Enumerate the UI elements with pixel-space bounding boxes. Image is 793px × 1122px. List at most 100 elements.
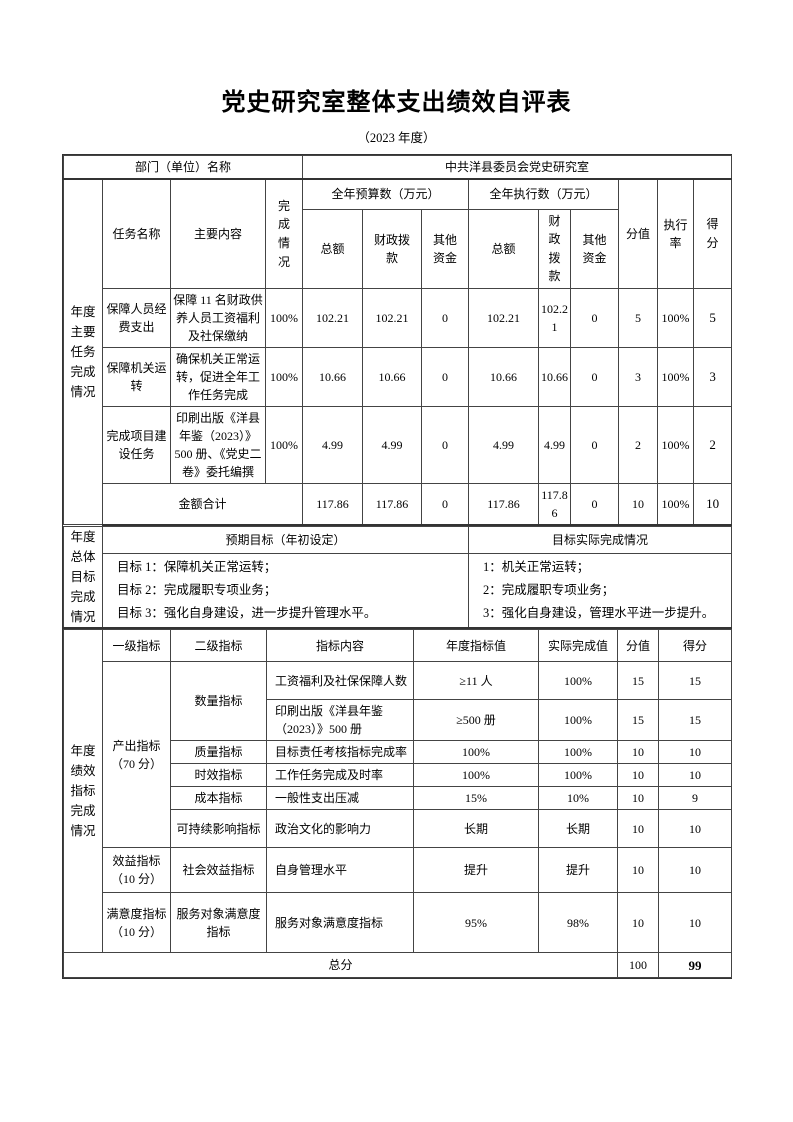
cell-sub-quality-indicator: 质量指标 (170, 740, 267, 765)
cell-points: 10 (617, 847, 659, 894)
cell-budget-other: 0 (421, 346, 470, 407)
indicators-table: 年度绩效指标完成情况 一级指标 二级指标 指标内容 年度指标值 实际完成值 分值… (63, 629, 732, 979)
cell-total-score-label: 总分 (63, 952, 618, 979)
col-header-level2-indicator: 二级指标 (170, 629, 267, 663)
cell-budget-total: 10.66 (302, 346, 364, 407)
cell-completion-status: 100% (264, 405, 304, 484)
cell-exec-rate: 100% (657, 405, 695, 484)
cell-score: 10 (658, 809, 732, 849)
page-title: 党史研究室整体支出绩效自评表 (221, 88, 572, 116)
cell-budget-other: 0 (421, 405, 470, 484)
cell-indicator-content: 政治文化的影响力 (266, 809, 414, 849)
col-header-expected-goals: 预期目标（年初设定） (102, 525, 469, 554)
cell-score: 15 (658, 661, 732, 701)
cell-annual-target: 15% (413, 786, 539, 811)
cell-annual-target: 长期 (413, 809, 539, 849)
indicator-row: 可持续影响指标 政治文化的影响力 长期 长期 10 10 (64, 809, 732, 849)
goals-table: 年度总体目标完成情况 预期目标（年初设定） 目标实际完成情况 目标 1：保障机关… (63, 525, 732, 630)
dept-name-label: 部门（单位）名称 (62, 155, 304, 180)
col-header-budget-total: 总额 (302, 208, 364, 289)
section-label-performance-indicators: 年度绩效指标完成情况 (63, 629, 103, 954)
task-row: 保障机关运转 确保机关正常运转，促进全年工作任务完成 100% 10.66 10… (64, 346, 733, 407)
cell-budget-total: 102.21 (302, 287, 364, 348)
cell-annual-target: 提升 (413, 847, 539, 894)
col-header-points: 分值 (618, 178, 659, 289)
cell-budget-total: 117.86 (302, 482, 364, 526)
cell-main-content: 保障 11 名财政供养人员工资福利及社保缴纳 (170, 287, 266, 348)
cell-actual-value: 提升 (538, 847, 618, 894)
tasks-table: 部门（单位）名称 中共洋县委员会党史研究室 年度主要任务完成情况 任务名称 主要… (62, 155, 733, 526)
col-group-annual-execution: 全年执行数（万元） (468, 178, 620, 210)
cell-annual-target: 100% (413, 763, 539, 788)
cell-exec-total: 102.21 (468, 287, 540, 348)
col-header-budget-other: 其他资金 (421, 208, 470, 289)
col-header-budget-fiscal: 财政拨款 (362, 208, 423, 289)
cell-score: 5 (693, 287, 733, 348)
cell-points: 3 (618, 346, 659, 407)
cell-budget-total: 4.99 (302, 405, 364, 484)
cell-indicator-content: 一般性支出压减 (266, 786, 414, 811)
col-header-level1-indicator: 一级指标 (102, 629, 171, 663)
cell-points: 5 (618, 287, 659, 348)
cell-indicator-content: 自身管理水平 (266, 847, 414, 894)
indicator-row: 成本指标 一般性支出压减 15% 10% 10 9 (64, 786, 732, 811)
cell-actual-value: 10% (538, 786, 618, 811)
cell-budget-fiscal: 4.99 (362, 405, 423, 484)
indicator-row: 印刷出版《洋县年鉴（2023）》500 册 ≥500 册 100% 15 15 (64, 699, 732, 742)
cell-actual-value: 长期 (538, 809, 618, 849)
cell-budget-other: 0 (421, 482, 470, 526)
cell-total-points: 100 (617, 952, 659, 979)
col-header-indicator-content: 指标内容 (266, 629, 414, 663)
col-header-actual-completion: 目标实际完成情况 (468, 525, 732, 554)
cell-task-name: 保障人员经费支出 (102, 287, 171, 348)
cell-points: 10 (617, 763, 659, 788)
cell-score: 3 (693, 346, 733, 407)
col-header-exec-total: 总额 (468, 208, 540, 289)
page-year-subtitle: （2023 年度） (357, 131, 436, 145)
cell-task-name: 完成项目建设任务 (102, 405, 171, 484)
cell-points: 2 (618, 405, 659, 484)
cell-indicator-content: 工作任务完成及时率 (266, 763, 414, 788)
cell-exec-other: 0 (570, 405, 620, 484)
cell-annual-target: ≥11 人 (413, 661, 539, 701)
cell-exec-rate: 100% (657, 346, 695, 407)
cell-budget-other: 0 (421, 287, 470, 348)
cell-score: 10 (658, 740, 732, 765)
cell-exec-total: 4.99 (468, 405, 540, 484)
cell-completion-status: 100% (264, 287, 304, 348)
cell-annual-target: ≥500 册 (413, 699, 539, 742)
cell-task-name: 保障机关运转 (102, 346, 171, 407)
col-header-task-name: 任务名称 (102, 178, 171, 289)
cell-total-score: 99 (658, 952, 732, 979)
cell-expected-goals: 目标 1：保障机关正常运转； 目标 2：完成履职专项业务； 目标 3：强化自身建… (102, 552, 469, 630)
cell-indicator-content: 印刷出版《洋县年鉴（2023）》500 册 (266, 699, 414, 742)
cell-points: 10 (617, 740, 659, 765)
cell-points: 15 (617, 661, 659, 701)
cell-budget-fiscal: 102.21 (362, 287, 423, 348)
cell-completion-status: 100% (264, 346, 304, 407)
self-evaluation-table: 部门（单位）名称 中共洋县委员会党史研究室 年度主要任务完成情况 任务名称 主要… (62, 154, 733, 980)
cell-score: 10 (693, 482, 733, 526)
col-header-completion-status: 完成情况 (264, 178, 304, 289)
cell-score: 9 (658, 786, 732, 811)
cell-sub-satisfaction-indicator: 服务对象满意度指标 (170, 892, 267, 954)
cell-amount-total-label: 金额合计 (101, 482, 304, 526)
cell-sub-social-benefit-indicator: 社会效益指标 (170, 847, 267, 894)
cell-actual-value: 98% (538, 892, 618, 954)
col-header-execution-rate: 执行率 (657, 178, 695, 289)
col-header-exec-other: 其他资金 (570, 208, 620, 289)
cell-exec-other: 0 (570, 346, 620, 407)
cell-sub-quantity-indicator: 数量指标 (170, 661, 267, 742)
cell-exec-fiscal: 4.99 (538, 405, 572, 484)
cell-points: 10 (618, 482, 659, 526)
cell-actual-completion: 1：机关正常运转； 2：完成履职专项业务； 3：强化自身建设，管理水平进一步提升… (468, 552, 732, 630)
col-header-score: 得分 (658, 629, 732, 663)
task-row: 完成项目建设任务 印刷出版《洋县年鉴（2023）》500 册、《党史二卷》委托编… (64, 405, 733, 484)
col-header-annual-target: 年度指标值 (413, 629, 539, 663)
cell-actual-value: 100% (538, 763, 618, 788)
cell-exec-fiscal: 117.86 (538, 482, 572, 526)
cell-exec-rate: 100% (657, 287, 695, 348)
cell-score: 10 (658, 892, 732, 954)
cell-points: 10 (617, 809, 659, 849)
cell-actual-value: 100% (538, 740, 618, 765)
